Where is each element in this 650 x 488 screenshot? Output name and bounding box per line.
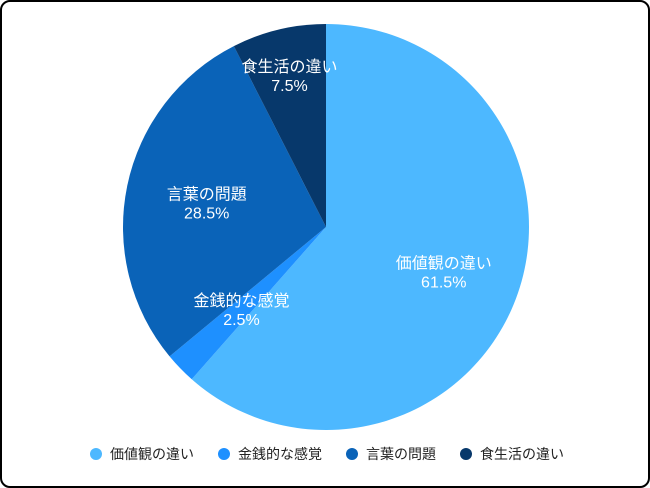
legend-swatch <box>346 448 358 460</box>
legend-item[interactable]: 食生活の違い <box>460 444 564 464</box>
slice-label: 食生活の違い <box>242 58 338 76</box>
legend-item[interactable]: 価値観の違い <box>90 444 194 464</box>
legend-swatch <box>460 448 472 460</box>
slice-label: 金銭的な感覚 <box>193 292 289 310</box>
chart-legend: 価値観の違い 金銭的な感覚 言葉の問題 食生活の違い <box>2 442 648 466</box>
legend-label: 金銭的な感覚 <box>238 447 322 463</box>
slice-label: 言葉の問題 <box>167 185 247 203</box>
pie-slice[interactable] <box>191 24 529 431</box>
legend-swatch <box>90 448 102 460</box>
slice-value-label: 61.5% <box>421 274 466 291</box>
slice-value-label: 2.5% <box>223 312 259 329</box>
legend-item[interactable]: 言葉の問題 <box>346 444 436 464</box>
legend-item[interactable]: 金銭的な感覚 <box>218 444 322 464</box>
pie-slice[interactable] <box>169 227 326 380</box>
legend-swatch <box>218 448 230 460</box>
pie-slice[interactable] <box>122 46 326 357</box>
slice-value-label: 7.5% <box>271 78 307 95</box>
legend-label: 言葉の問題 <box>366 447 436 463</box>
slice-label: 価値観の違い <box>396 254 492 272</box>
pie-slices <box>122 24 529 431</box>
legend-label: 食生活の違い <box>480 447 564 463</box>
legend-label: 価値観の違い <box>110 447 194 463</box>
slice-labels: 価値観の違い 61.5% 金銭的な感覚 2.5% 言葉の問題 28.5% 食生活の違い 7.5… <box>167 58 492 329</box>
pie-slice[interactable] <box>233 24 326 227</box>
slice-value-label: 28.5% <box>184 205 229 222</box>
